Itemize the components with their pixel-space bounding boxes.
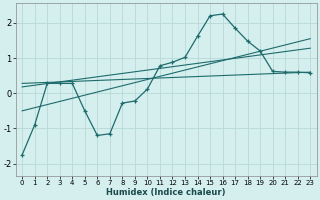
- X-axis label: Humidex (Indice chaleur): Humidex (Indice chaleur): [107, 188, 226, 197]
